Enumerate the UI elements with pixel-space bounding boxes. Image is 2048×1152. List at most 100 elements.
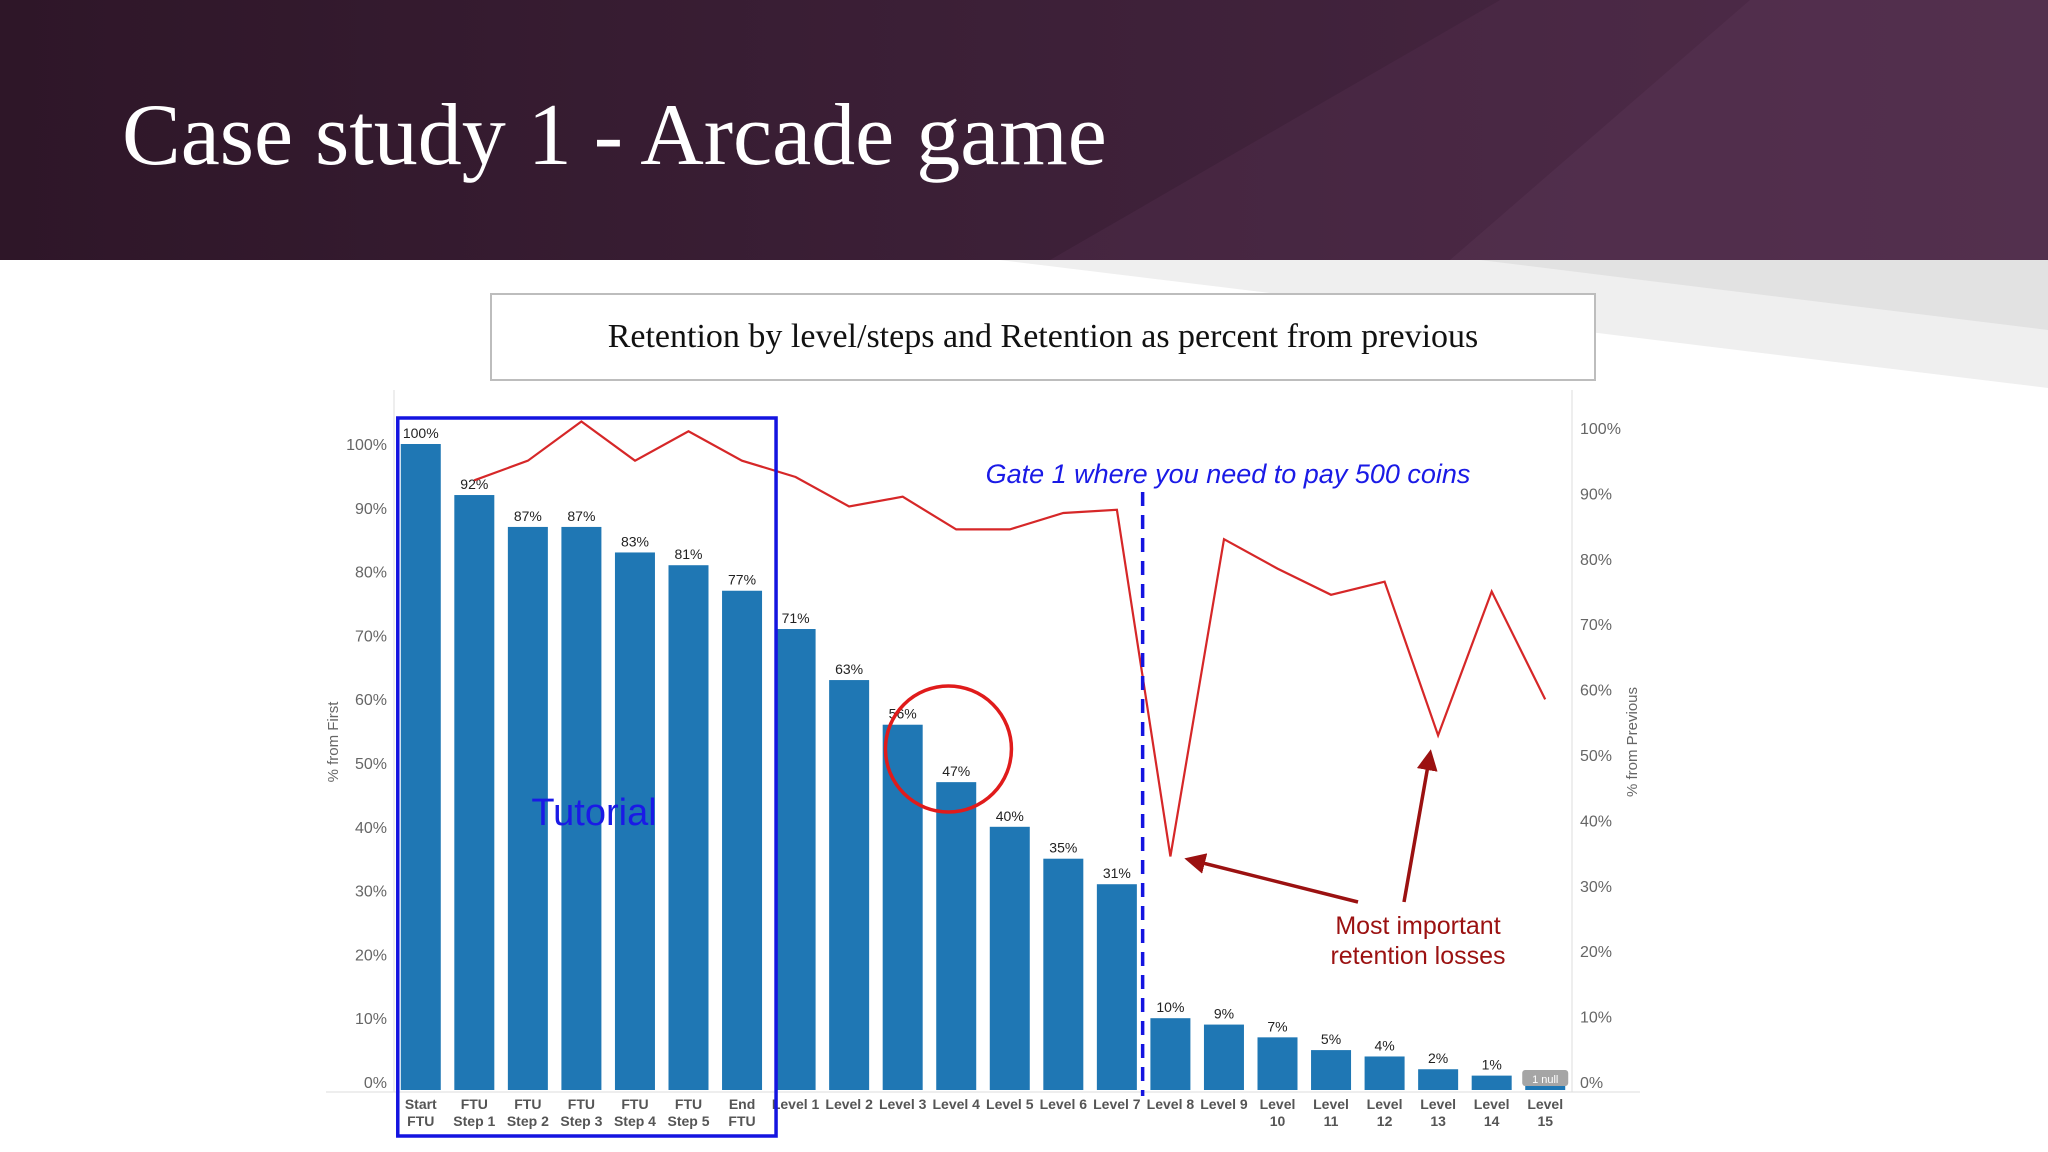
x-tick-label: Level 8: [1147, 1096, 1195, 1112]
x-tick-label: End: [729, 1096, 755, 1112]
x-tick-label: 13: [1430, 1113, 1446, 1129]
x-tick-label: 11: [1324, 1113, 1339, 1129]
y-right-tick-label: 0%: [1580, 1075, 1603, 1092]
bar: [1203, 1024, 1244, 1090]
bar-data-label: 83%: [621, 533, 649, 549]
bar-data-label: 87%: [567, 508, 595, 524]
y-right-tick-label: 100%: [1580, 421, 1621, 438]
bar: [882, 724, 923, 1090]
x-tick-label: FTU: [675, 1096, 702, 1112]
bar: [829, 680, 870, 1090]
bar: [1257, 1037, 1298, 1090]
tutorial-box: [396, 416, 778, 1138]
x-tick-label: Step 5: [667, 1113, 709, 1129]
x-tick-label: Step 3: [560, 1113, 602, 1129]
null-badge: [1522, 1070, 1569, 1086]
bar: [722, 590, 763, 1090]
x-tick-label: FTU: [621, 1096, 648, 1112]
bar-data-label: 56%: [889, 706, 917, 722]
y-left-tick-label: 100%: [346, 437, 387, 454]
bar-data-label: 35%: [1049, 840, 1077, 856]
y-left-tick-label: 0%: [364, 1075, 387, 1092]
y-left-tick-label: 50%: [355, 756, 387, 773]
bar: [1311, 1050, 1352, 1090]
y-left-tick-label: 30%: [355, 884, 387, 901]
y-left-axis-title: % from First: [325, 701, 342, 783]
highlight-circle: [883, 684, 1014, 814]
x-tick-label: Level 7: [1093, 1096, 1141, 1112]
y-left-tick-label: 70%: [355, 628, 387, 645]
x-tick-label: Step 1: [453, 1113, 495, 1129]
bar: [1471, 1075, 1512, 1090]
x-tick-label: Level: [1367, 1096, 1403, 1112]
bar-data-label: 71%: [782, 610, 810, 626]
losses-label-line2: retention losses: [1330, 942, 1505, 970]
bar-data-label: 10%: [1156, 999, 1184, 1015]
bar-data-label: 63%: [835, 661, 863, 677]
bar-data-label: 77%: [728, 572, 756, 588]
chart-title: Retention by level/steps and Retention a…: [607, 318, 1479, 355]
bar: [507, 526, 548, 1090]
bar: [561, 526, 602, 1090]
x-tick-label: 15: [1537, 1113, 1553, 1129]
slide-title: Case study 1 - Arcade game: [122, 87, 1107, 184]
x-tick-label: Level 6: [1040, 1096, 1088, 1112]
y-right-tick-label: 70%: [1580, 617, 1612, 634]
losses-arrow-right: [1402, 749, 1438, 903]
bar-data-label: 9%: [1214, 1006, 1234, 1022]
bar: [1418, 1069, 1459, 1090]
x-tick-label: FTU: [407, 1113, 434, 1129]
x-tick-label: 10: [1270, 1113, 1286, 1129]
bar: [1096, 884, 1137, 1090]
bar-data-label: 2%: [1428, 1050, 1448, 1066]
slide-header: Case study 1 - Arcade game: [0, 0, 2048, 260]
y-right-tick-label: 60%: [1580, 683, 1612, 700]
bar-data-label: 4%: [1374, 1037, 1394, 1053]
x-tick-label: Level 4: [932, 1096, 980, 1112]
chart-title-box: Retention by level/steps and Retention a…: [490, 293, 1596, 381]
tutorial-label: Tutorial: [531, 792, 656, 834]
y-left-tick-label: 90%: [355, 501, 387, 518]
y-right-tick-label: 40%: [1580, 813, 1612, 830]
bar: [454, 495, 495, 1090]
x-tick-label: 14: [1484, 1113, 1500, 1129]
y-right-tick-label: 90%: [1580, 486, 1612, 503]
x-tick-label: Level 3: [879, 1096, 927, 1112]
x-tick-label: Step 2: [507, 1113, 549, 1129]
x-tick-label: Level: [1420, 1096, 1456, 1112]
gate-label: Gate 1 where you need to pay 500 coins: [986, 459, 1471, 489]
y-right-axis-title: % from Previous: [1624, 687, 1641, 797]
retention-from-previous-line: [473, 420, 1547, 857]
bar: [989, 826, 1030, 1090]
bar-data-label: 40%: [996, 808, 1024, 824]
x-tick-label: Level: [1313, 1096, 1349, 1112]
y-right-tick-label: 10%: [1580, 1010, 1612, 1027]
x-tick-label: Level 9: [1200, 1096, 1248, 1112]
bar-data-label: 81%: [674, 546, 702, 562]
bar: [1150, 1018, 1191, 1090]
bar: [1043, 858, 1084, 1090]
y-left-tick-label: 80%: [355, 565, 387, 582]
bar-data-label: 1 null: [1532, 1074, 1558, 1086]
header-decoration: [1050, 0, 2048, 260]
bar: [775, 629, 816, 1090]
x-tick-label: Level: [1474, 1096, 1510, 1112]
x-tick-label: FTU: [461, 1096, 488, 1112]
y-left-tick-label: 20%: [355, 947, 387, 964]
bar: [936, 782, 977, 1090]
bar: [400, 444, 441, 1090]
x-tick-label: Level 1: [772, 1096, 820, 1112]
x-tick-label: FTU: [728, 1113, 755, 1129]
x-tick-label: Level: [1260, 1096, 1296, 1112]
bar-data-label: 87%: [514, 508, 542, 524]
x-tick-label: 12: [1377, 1113, 1393, 1129]
bar: [668, 565, 709, 1090]
losses-label-line1: Most important: [1335, 912, 1500, 940]
y-right-tick-label: 80%: [1580, 552, 1612, 569]
bar-data-label: 31%: [1103, 865, 1131, 881]
bar-data-label: 92%: [460, 476, 488, 492]
bar-data-label: 5%: [1321, 1031, 1341, 1047]
y-right-tick-label: 30%: [1580, 879, 1612, 896]
bar-data-label: 7%: [1267, 1018, 1287, 1034]
